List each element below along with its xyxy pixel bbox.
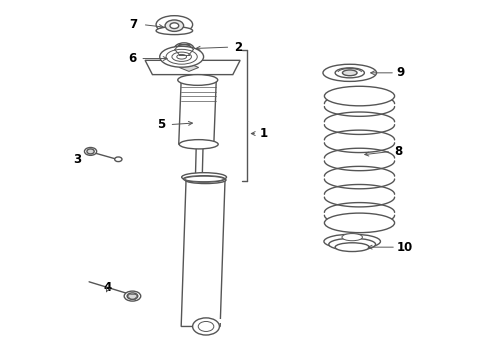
Ellipse shape: [324, 213, 394, 233]
Ellipse shape: [183, 176, 225, 182]
Ellipse shape: [124, 291, 141, 301]
Ellipse shape: [115, 157, 122, 162]
Ellipse shape: [170, 23, 179, 28]
Polygon shape: [179, 64, 199, 71]
Ellipse shape: [177, 45, 191, 51]
Polygon shape: [196, 144, 203, 182]
Text: 3: 3: [73, 153, 81, 166]
Text: 2: 2: [234, 41, 242, 54]
Ellipse shape: [335, 243, 369, 252]
Ellipse shape: [87, 149, 94, 154]
Text: 10: 10: [397, 240, 413, 254]
Polygon shape: [179, 80, 216, 144]
Ellipse shape: [156, 27, 193, 35]
Text: 5: 5: [157, 118, 165, 131]
Ellipse shape: [166, 49, 197, 64]
Ellipse shape: [156, 16, 193, 33]
Ellipse shape: [343, 70, 357, 76]
Ellipse shape: [323, 64, 376, 81]
Ellipse shape: [178, 75, 218, 85]
Text: 6: 6: [128, 52, 136, 65]
Ellipse shape: [342, 234, 363, 241]
Ellipse shape: [127, 293, 138, 299]
Ellipse shape: [165, 20, 184, 31]
Ellipse shape: [84, 148, 97, 156]
Ellipse shape: [185, 176, 223, 181]
Ellipse shape: [160, 46, 203, 67]
Ellipse shape: [193, 318, 220, 335]
Text: 9: 9: [397, 66, 405, 79]
Text: 4: 4: [103, 282, 112, 294]
Ellipse shape: [179, 140, 218, 149]
Polygon shape: [181, 180, 225, 327]
Ellipse shape: [185, 176, 226, 184]
Ellipse shape: [324, 234, 380, 249]
Ellipse shape: [172, 52, 192, 62]
Ellipse shape: [174, 43, 195, 57]
Ellipse shape: [177, 54, 187, 59]
Ellipse shape: [182, 173, 226, 181]
Polygon shape: [145, 60, 240, 75]
Ellipse shape: [329, 238, 375, 250]
Text: 8: 8: [394, 145, 403, 158]
Text: 7: 7: [129, 18, 137, 31]
Ellipse shape: [335, 68, 365, 78]
Polygon shape: [186, 319, 225, 323]
Ellipse shape: [198, 321, 214, 332]
Ellipse shape: [324, 86, 394, 106]
Text: 1: 1: [260, 127, 268, 140]
